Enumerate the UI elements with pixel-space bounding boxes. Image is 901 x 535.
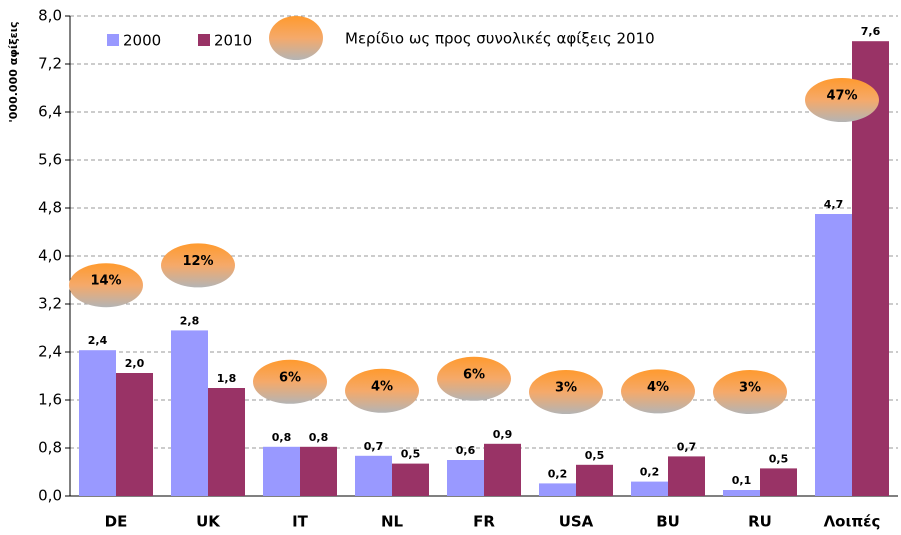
- value-label: 0,2: [640, 466, 660, 479]
- y-tick-label: 7,2: [38, 55, 62, 73]
- legend-label: 2010: [214, 32, 252, 50]
- y-tick-label: 3,2: [38, 295, 62, 313]
- bar: [263, 446, 300, 496]
- value-label: 0,5: [585, 449, 605, 462]
- value-label: 4,7: [824, 198, 844, 211]
- value-label: 0,1: [732, 474, 752, 487]
- bar: [116, 373, 153, 496]
- bar: [171, 330, 208, 496]
- bar: [539, 483, 576, 496]
- share-label: 47%: [826, 89, 857, 104]
- share-label: 14%: [90, 274, 121, 289]
- y-tick-label: 1,6: [38, 391, 62, 409]
- legend-label: 2000: [123, 32, 161, 50]
- value-label: 0,7: [677, 440, 697, 453]
- bar: [392, 463, 429, 496]
- bar: [815, 214, 852, 496]
- x-tick-label: IT: [292, 513, 309, 531]
- y-tick-label: 4,0: [38, 247, 62, 265]
- value-label: 7,6: [861, 25, 881, 38]
- legend-swatch: [107, 34, 119, 46]
- bar: [208, 388, 245, 496]
- legend-label: Μερίδιο ως προς συνολικές αφίξεις 2010: [345, 30, 655, 48]
- bar: [79, 350, 116, 496]
- bar: [484, 443, 521, 496]
- y-tick-label: 4,8: [38, 199, 62, 217]
- y-axis-title: '000.000 αφίξεις: [7, 21, 20, 122]
- value-label: 0,8: [309, 431, 329, 444]
- legend-bubble: [269, 16, 323, 60]
- value-label: 0,7: [364, 440, 384, 453]
- share-label: 3%: [739, 381, 761, 396]
- x-tick-label: Λοιπές: [824, 513, 881, 531]
- share-bubble: [621, 369, 695, 414]
- value-label: 0,6: [456, 444, 476, 457]
- share-bubble: [345, 368, 419, 413]
- x-tick-label: FR: [473, 513, 495, 531]
- share-label: 6%: [279, 370, 301, 385]
- value-label: 2,4: [88, 334, 108, 347]
- share-bubble: [529, 370, 603, 414]
- y-tick-label: 6,4: [38, 103, 62, 121]
- x-tick-label: BU: [656, 513, 680, 531]
- y-tick-label: 0,0: [38, 487, 62, 505]
- share-bubble: [713, 370, 787, 414]
- share-label: 4%: [371, 379, 393, 394]
- y-tick-label: 0,8: [38, 439, 62, 457]
- x-tick-label: DE: [105, 513, 128, 531]
- y-tick-label: 2,4: [38, 343, 62, 361]
- bar: [355, 455, 392, 496]
- value-label: 2,0: [125, 357, 145, 370]
- bar: [668, 456, 705, 496]
- bar: [447, 460, 484, 496]
- bar: [760, 468, 797, 496]
- share-label: 12%: [182, 254, 213, 269]
- value-label: 0,2: [548, 467, 568, 480]
- value-label: 0,9: [493, 428, 513, 441]
- share-label: 6%: [463, 367, 485, 382]
- value-label: 0,8: [272, 431, 292, 444]
- value-label: 0,5: [401, 448, 421, 461]
- x-tick-label: UK: [196, 513, 221, 531]
- share-label: 4%: [647, 380, 669, 395]
- share-bubble: [161, 243, 235, 288]
- value-label: 1,8: [217, 372, 237, 385]
- bar: [576, 464, 613, 496]
- share-label: 3%: [555, 381, 577, 396]
- x-tick-label: USA: [559, 513, 594, 531]
- x-tick-label: NL: [381, 513, 404, 531]
- legend-swatch: [198, 34, 210, 46]
- share-bubble: [437, 356, 511, 401]
- bar: [723, 490, 760, 496]
- bar: [631, 481, 668, 496]
- value-label: 0,5: [769, 452, 789, 465]
- share-bubble: [253, 359, 327, 404]
- y-tick-label: 5,6: [38, 151, 62, 169]
- x-tick-label: RU: [748, 513, 772, 531]
- bar: [300, 446, 337, 496]
- value-label: 2,8: [180, 314, 200, 327]
- share-bubble: [805, 78, 879, 122]
- share-bubble: [69, 263, 143, 308]
- y-tick-label: 8,0: [38, 7, 62, 25]
